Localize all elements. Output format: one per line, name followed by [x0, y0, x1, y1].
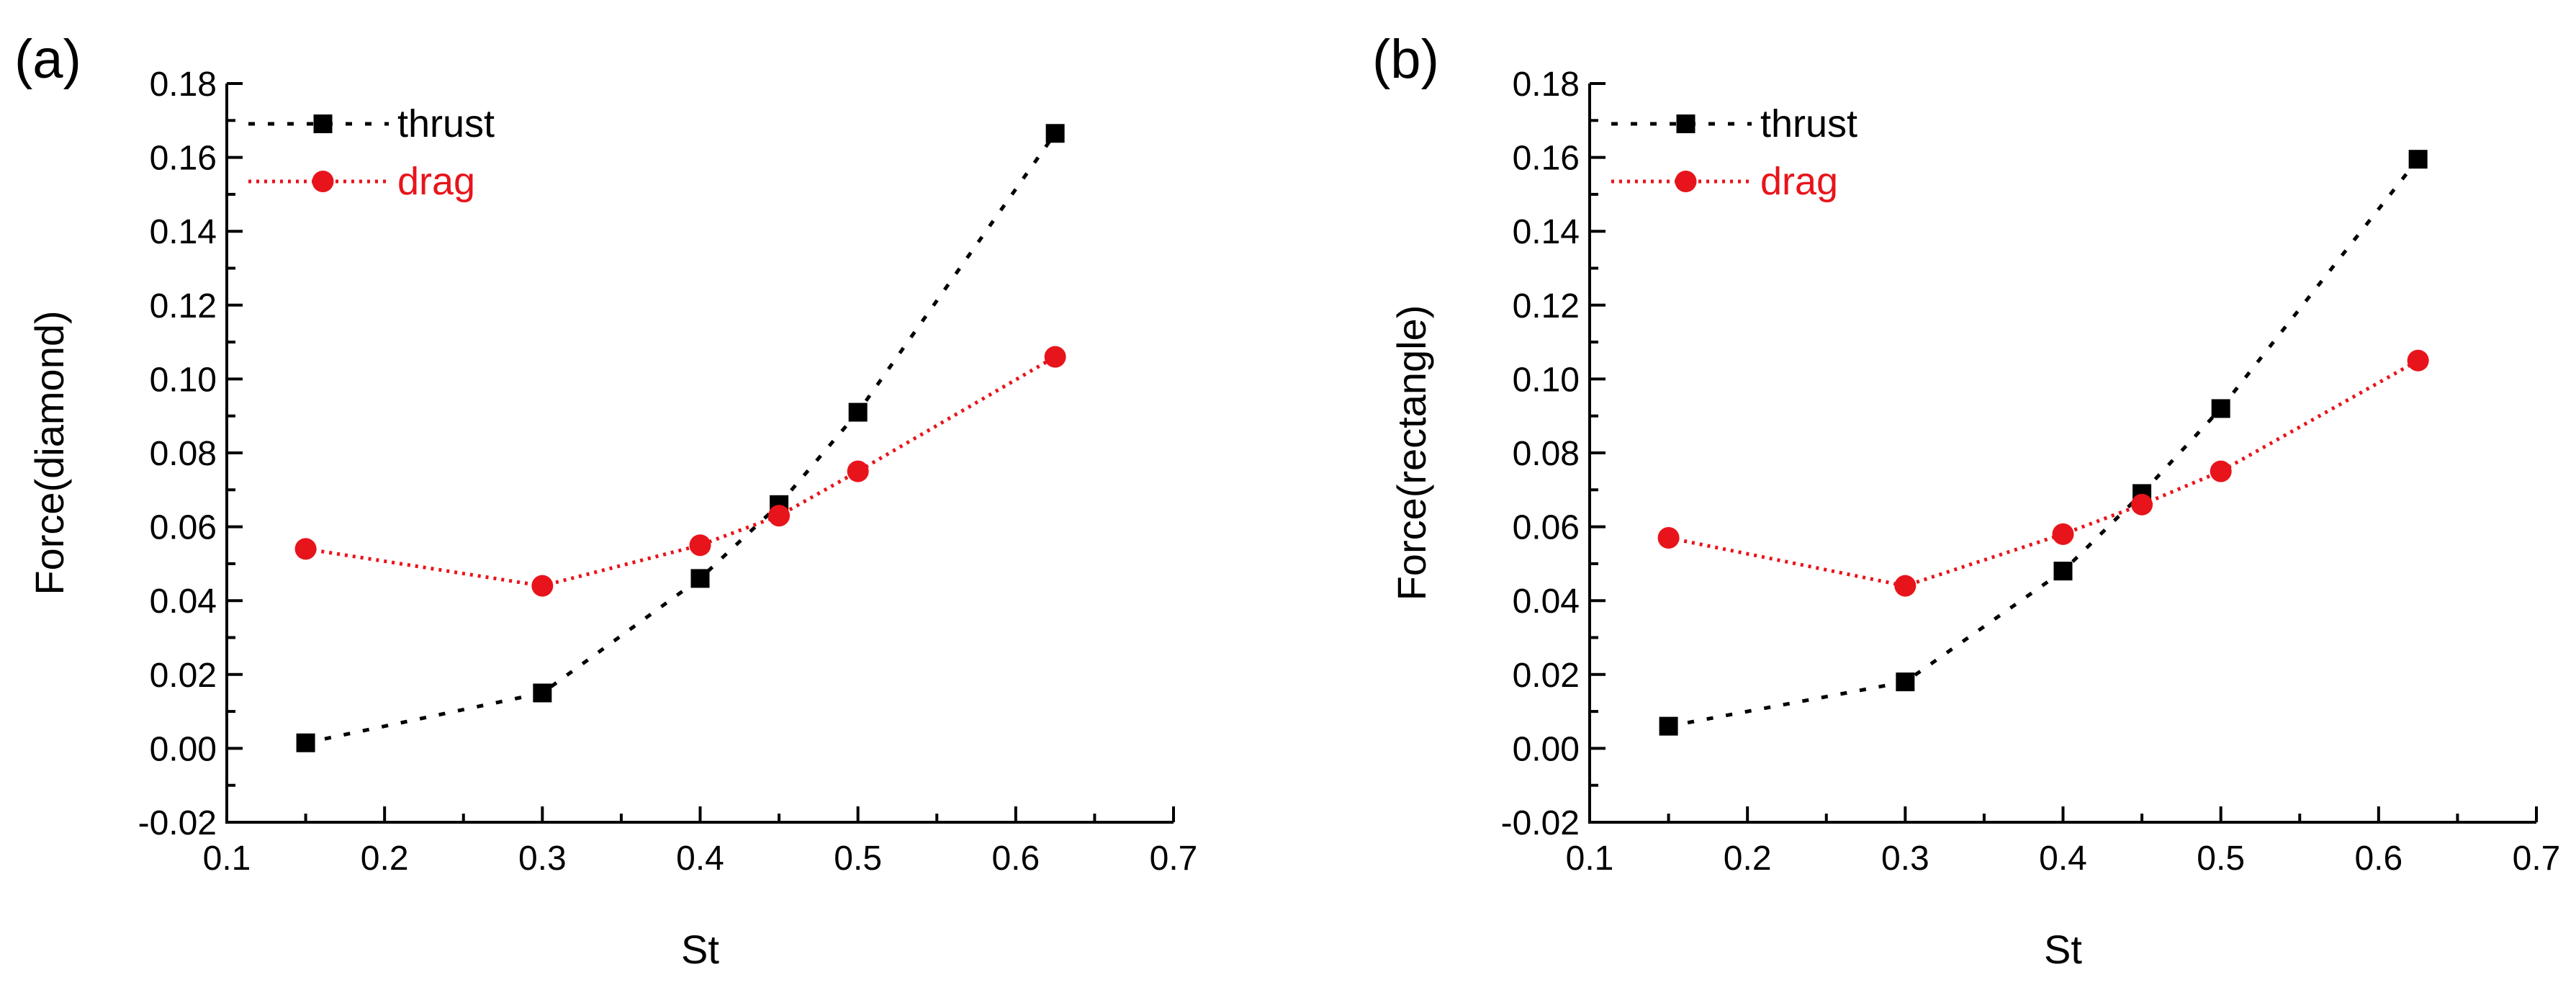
y-tick-label: 0.00 [1513, 730, 1580, 768]
data-point-thrust [1659, 716, 1678, 736]
y-tick-label: 0.12 [150, 287, 217, 325]
data-point-drag [1657, 526, 1680, 549]
y-tick-label: 0.18 [1513, 66, 1580, 104]
x-axis-title: St [681, 927, 719, 972]
chart-panel-2: -0.02 0.00 0.02 0.04 0.06 0.08 0.10 0.12 0.14 0.1… [1372, 29, 2560, 972]
x-tick-label: 0.4 [2039, 840, 2087, 878]
x-tick-label: 0.7 [1150, 840, 1198, 878]
y-tick-label: 0.10 [1513, 361, 1580, 399]
y-tick-label: 0.16 [150, 140, 217, 178]
series-line-thrust [1668, 158, 2420, 729]
y-tick-label: 0.08 [150, 435, 217, 473]
data-point-thrust [2211, 399, 2230, 418]
data-point-drag [1044, 346, 1066, 368]
data-point-thrust [2408, 150, 2428, 169]
data-point-drag [1894, 575, 1917, 597]
x-tick-label: 0.4 [676, 840, 724, 878]
y-tick-label: 0.02 [150, 657, 217, 695]
panel-label: (b) [1372, 29, 1439, 90]
data-point-thrust [690, 569, 710, 588]
panel-label: (a) [14, 29, 81, 90]
data-point-thrust [533, 683, 552, 703]
y-tick-label: -0.02 [138, 804, 217, 842]
y-tick-label: 0.06 [150, 509, 217, 547]
legend-marker-thrust [1676, 114, 1695, 133]
chart-panel-1: -0.02 0.00 0.02 0.04 0.06 0.08 0.10 0.12 0.14 0.1… [14, 29, 1197, 972]
legend-label-thrust: thrust [397, 102, 495, 145]
data-point-drag [531, 575, 554, 597]
data-point-thrust [848, 402, 868, 422]
data-point-drag [2131, 493, 2153, 516]
x-tick-label: 0.1 [203, 840, 251, 878]
data-point-drag [2210, 460, 2232, 482]
x-tick-label: 0.3 [518, 840, 567, 878]
x-tick-label: 0.6 [991, 840, 1040, 878]
data-point-drag [2407, 349, 2429, 372]
y-tick-label: -0.02 [1501, 804, 1580, 842]
y-tick-label: 0.18 [150, 66, 217, 104]
x-tick-label: 0.2 [361, 840, 409, 878]
x-tick-label: 0.2 [1724, 840, 1772, 878]
legend-marker-drag [312, 171, 334, 192]
legend-label-thrust: thrust [1760, 102, 1857, 145]
y-axis-title: Force(rectangle) [1389, 305, 1434, 601]
y-tick-label: 0.04 [1513, 582, 1580, 621]
x-tick-label: 0.7 [2513, 840, 2561, 878]
y-tick-label: 0.00 [150, 730, 217, 768]
y-tick-label: 0.06 [1513, 509, 1580, 547]
data-point-thrust [296, 733, 315, 752]
series-line-thrust [305, 132, 1057, 745]
legend-marker-thrust [313, 114, 333, 133]
legend-label-drag: drag [397, 160, 475, 203]
series-line-drag [305, 355, 1056, 588]
y-axis-title: Force(diamond) [27, 310, 72, 595]
legend-marker-drag [1675, 171, 1697, 192]
data-point-thrust [1896, 672, 1915, 692]
x-tick-label: 0.5 [834, 840, 882, 878]
data-point-drag [689, 534, 711, 557]
y-tick-label: 0.08 [1513, 435, 1580, 473]
y-tick-label: 0.14 [150, 213, 217, 251]
data-point-drag [768, 505, 791, 527]
y-tick-label: 0.14 [1513, 213, 1580, 251]
y-tick-label: 0.12 [1513, 287, 1580, 325]
y-tick-label: 0.16 [1513, 140, 1580, 178]
data-point-drag [2052, 523, 2074, 545]
series-line-drag [1668, 359, 2419, 588]
data-point-drag [847, 460, 869, 482]
x-tick-label: 0.3 [1881, 840, 1929, 878]
x-axis-title: St [2044, 927, 2082, 972]
y-tick-label: 0.04 [150, 582, 217, 621]
y-tick-label: 0.10 [150, 361, 217, 399]
x-tick-label: 0.1 [1566, 840, 1614, 878]
y-tick-label: 0.02 [1513, 657, 1580, 695]
legend-label-drag: drag [1760, 160, 1838, 203]
x-tick-label: 0.6 [2354, 840, 2402, 878]
data-point-drag [294, 538, 317, 560]
x-tick-label: 0.5 [2197, 840, 2245, 878]
data-point-thrust [1045, 124, 1065, 143]
data-point-thrust [2053, 562, 2073, 581]
